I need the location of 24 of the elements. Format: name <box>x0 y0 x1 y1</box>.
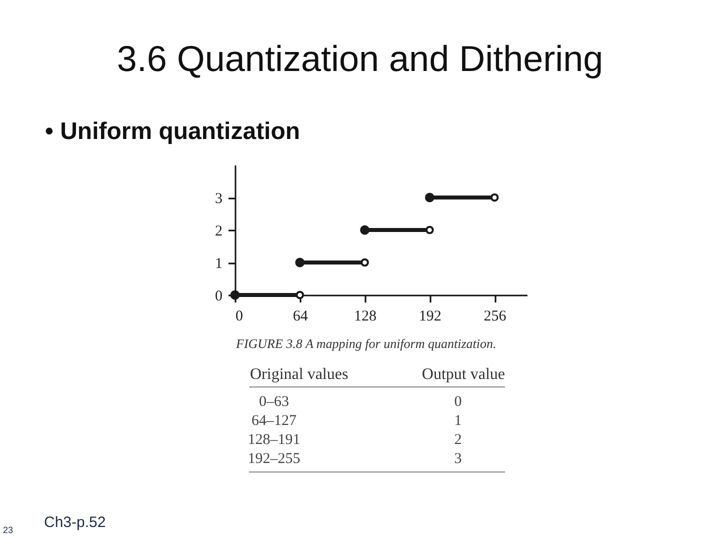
text: 2 <box>454 432 462 448</box>
chart-title: 3.6 Quantization and Dithering <box>116 38 604 79</box>
x-tick-label: 192 <box>418 308 442 324</box>
text: 192–255 <box>248 451 300 467</box>
text: 0–63 <box>259 394 289 410</box>
x-tick-label: 256 <box>484 308 507 324</box>
text: Ch3-p.52 <box>44 514 106 531</box>
text: 1 <box>454 413 462 429</box>
y-tick-label: 1 <box>215 256 222 272</box>
x-tick-label: 128 <box>354 308 377 324</box>
y-tick-label: 3 <box>215 191 222 207</box>
text: 23 <box>3 525 14 535</box>
text: 0 <box>454 394 462 410</box>
y-tick-label: 0 <box>215 288 222 304</box>
caption: FIGURE 3.8 A mapping for uniform quantization. <box>235 336 496 351</box>
text: 128–191 <box>248 432 300 448</box>
y-tick-label: 2 <box>215 224 222 240</box>
x-tick-label: 0 <box>236 308 243 324</box>
text: Output value <box>422 366 505 383</box>
text: 3 <box>454 451 462 467</box>
chart-subtitle: • Uniform quantization <box>45 118 300 145</box>
text: Original values <box>250 366 348 383</box>
x-tick-label: 64 <box>292 308 308 324</box>
text: 64–127 <box>252 413 297 429</box>
